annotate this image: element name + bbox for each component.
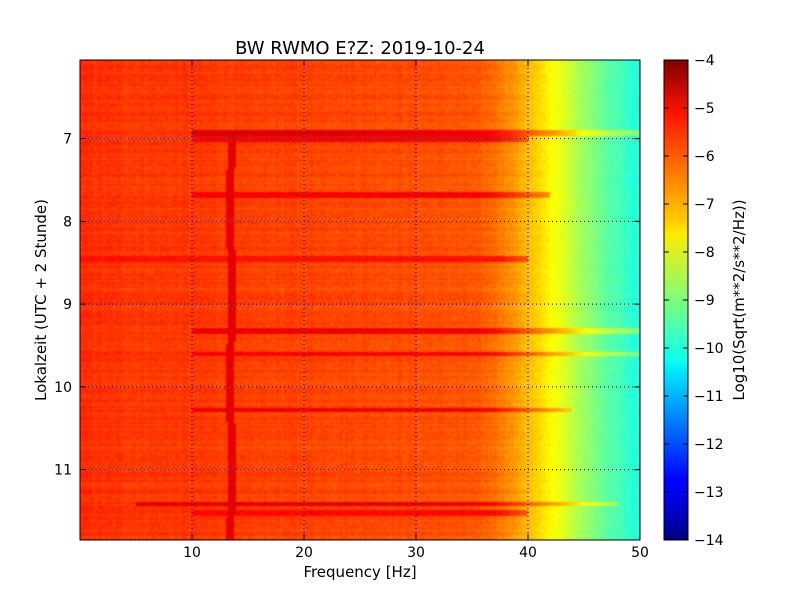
- colorbar-tick-label: −7: [694, 197, 715, 213]
- colorbar-tick-label: −9: [694, 293, 715, 309]
- colorbar-tick-label: −14: [694, 533, 724, 549]
- colorbar-tick-label: −13: [694, 485, 724, 501]
- spectrogram-heatmap: [80, 60, 640, 540]
- colorbar-tick-label: −6: [694, 149, 715, 165]
- colorbar: −4 −5 −6 −7 −8 −9 −10 −11 −12 −13 −14: [663, 53, 724, 549]
- y-tick-label: 10: [54, 380, 72, 396]
- x-tick-label: 30: [407, 545, 425, 561]
- grid-lines: [80, 60, 640, 540]
- colorbar-tick-label: −10: [694, 341, 724, 357]
- plot-frame: [79, 59, 641, 541]
- y-axis-ticks: 7 8 9 10 11: [54, 132, 640, 479]
- colorbar-tick-label: −4: [694, 53, 715, 69]
- y-tick-label: 11: [54, 463, 72, 479]
- colorbar-tick-label: −8: [694, 245, 715, 261]
- x-tick-label: 20: [295, 545, 313, 561]
- y-tick-label: 8: [63, 214, 72, 230]
- plot-area: 10 20 30 40 50 7 8 9 10 11: [54, 59, 649, 561]
- colorbar-label: Log10(Sqrt(m**2/s**2/Hz)): [730, 199, 748, 400]
- x-tick-label: 50: [631, 545, 649, 561]
- colorbar-tick-label: −12: [694, 437, 724, 453]
- chart-title: BW RWMO E?Z: 2019-10-24: [235, 38, 485, 59]
- y-tick-label: 7: [63, 132, 72, 148]
- y-axis-label: Lokalzeit (UTC + 2 Stunde): [32, 199, 50, 401]
- y-tick-label: 9: [63, 297, 72, 313]
- colorbar-tick-label: −11: [694, 389, 724, 405]
- x-axis-ticks: 10 20 30 40 50: [183, 60, 649, 561]
- colorbar-tick-label: −5: [694, 101, 715, 117]
- x-tick-label: 40: [519, 545, 537, 561]
- colorbar-ticks: −4 −5 −6 −7 −8 −9 −10 −11 −12 −13 −14: [664, 53, 724, 549]
- x-axis-label: Frequency [Hz]: [303, 563, 416, 581]
- x-tick-label: 10: [183, 545, 201, 561]
